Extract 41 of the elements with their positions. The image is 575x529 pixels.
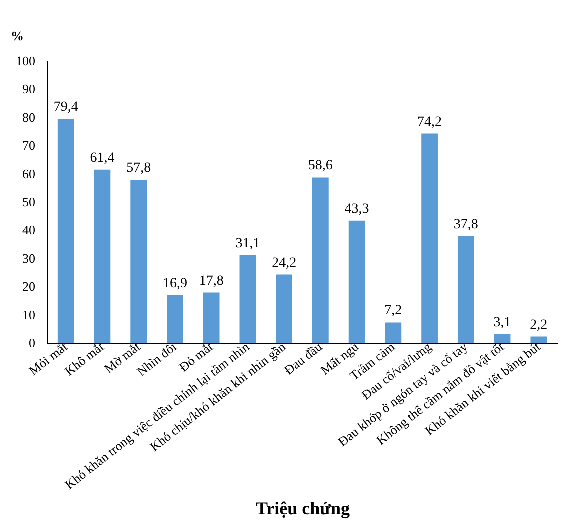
y-tick-label: 70: [22, 138, 36, 154]
data-label: 43,3: [344, 202, 370, 217]
bar: [203, 292, 220, 343]
y-tick-label: 30: [22, 250, 36, 266]
y-tick-label: 20: [22, 279, 36, 294]
x-axis-title: Triệu chứng: [256, 498, 350, 518]
bar: [422, 134, 438, 343]
y-axis-title: %: [11, 28, 24, 44]
data-label: 74,2: [418, 114, 442, 130]
data-label: 57,8: [126, 161, 152, 176]
bar: [94, 170, 111, 343]
data-label: 17,8: [199, 274, 224, 289]
bar: [167, 295, 184, 343]
data-label: 16,9: [162, 276, 188, 292]
y-tick-label: 90: [22, 82, 36, 97]
y-tick-label: 0: [29, 336, 36, 350]
bar: [312, 178, 329, 343]
data-label: 37,8: [454, 217, 478, 232]
data-label: 3,1: [494, 315, 512, 330]
bar: [348, 220, 366, 343]
bar: [276, 274, 292, 343]
bar: [58, 119, 74, 343]
bar: [130, 180, 148, 343]
bar: [385, 322, 402, 343]
y-tick-label: 10: [22, 307, 36, 322]
bar: [240, 255, 256, 343]
bar: [494, 334, 511, 343]
data-label: 61,4: [90, 150, 115, 166]
data-label: 24,2: [272, 256, 297, 271]
y-tick-label: 40: [22, 222, 36, 238]
y-tick-label: 50: [22, 194, 36, 210]
data-label: 31,1: [236, 236, 260, 252]
y-tick-label: 80: [22, 110, 36, 125]
data-label: 7,2: [384, 304, 402, 319]
y-tick-label: 100: [16, 54, 36, 68]
data-label: 2,2: [530, 318, 548, 333]
y-tick-label: 60: [22, 166, 36, 182]
data-label: 58,6: [308, 158, 333, 174]
bar: [458, 236, 474, 343]
data-label: 79,4: [54, 100, 78, 116]
bar: [530, 336, 548, 343]
